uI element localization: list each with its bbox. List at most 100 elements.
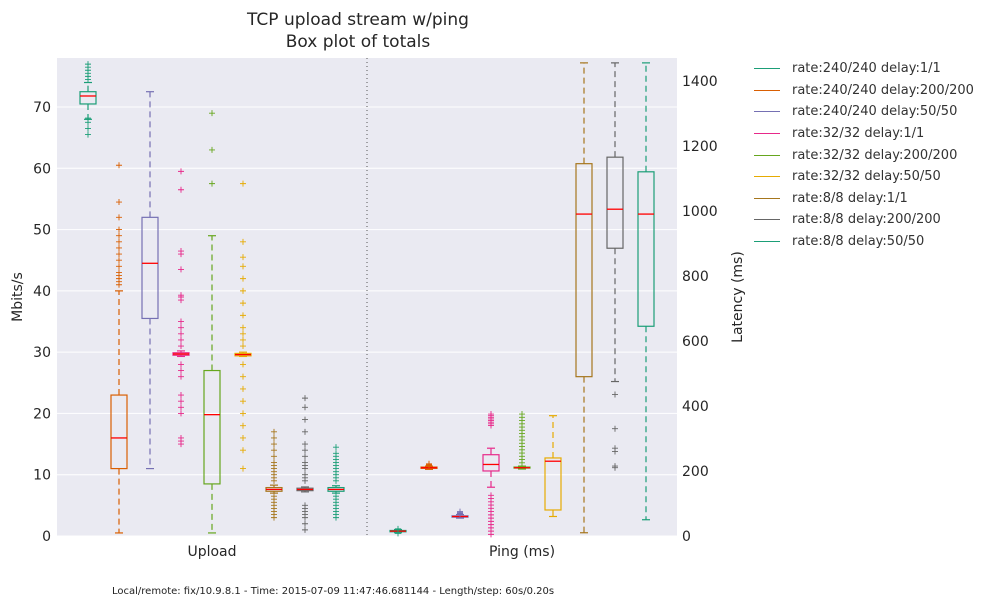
chart-title: TCP upload stream w/ping <box>246 10 469 30</box>
outlier-marker <box>271 441 277 448</box>
outlier-marker <box>302 520 308 527</box>
outlier-marker <box>116 162 122 169</box>
footer-info: Local/remote: fix/10.9.8.1 - Time: 2015-… <box>112 586 555 597</box>
outlier-marker <box>178 330 184 337</box>
outlier-marker <box>178 361 184 368</box>
outlier-marker <box>178 292 184 299</box>
outlier-marker <box>240 385 246 392</box>
right-tick-label: 1200 <box>682 139 718 155</box>
outlier-marker <box>240 361 246 368</box>
left-tick-label: 70 <box>33 100 51 116</box>
outlier-marker <box>240 434 246 441</box>
ping-box <box>575 62 593 534</box>
outlier-marker <box>240 275 246 282</box>
legend-item: rate:240/240 delay:200/200 <box>750 80 974 102</box>
left-tick-label: 50 <box>33 223 51 239</box>
outlier-marker <box>209 146 215 153</box>
outlier-marker <box>209 180 215 187</box>
outlier-marker <box>85 131 91 138</box>
legend-item: rate:32/32 delay:1/1 <box>750 123 974 145</box>
outlier-marker <box>488 411 494 418</box>
ping-box <box>544 415 562 518</box>
outlier-marker <box>240 312 246 319</box>
legend-item: rate:240/240 delay:50/50 <box>750 101 974 123</box>
box-iqr <box>575 163 593 378</box>
outlier-marker <box>240 373 246 380</box>
legend-swatch <box>754 219 780 221</box>
outlier-marker <box>271 447 277 454</box>
outlier-marker <box>116 214 122 221</box>
upload-box <box>203 110 221 534</box>
box-iqr <box>110 394 128 470</box>
outlier-marker <box>240 330 246 337</box>
outlier-marker <box>178 186 184 193</box>
outlier-marker <box>271 459 277 466</box>
outlier-marker <box>85 125 91 132</box>
outlier-marker <box>240 447 246 454</box>
outlier-marker <box>302 471 308 478</box>
outlier-marker <box>178 248 184 255</box>
outlier-marker <box>240 324 246 331</box>
outlier-marker <box>240 300 246 307</box>
left-axis-label: Mbits/s <box>10 272 26 322</box>
outlier-marker <box>116 244 122 251</box>
ping-box <box>606 62 624 471</box>
outlier-marker <box>178 392 184 399</box>
outlier-marker <box>178 324 184 331</box>
outlier-marker <box>395 525 401 532</box>
outlier-marker <box>178 434 184 441</box>
outlier-marker <box>178 404 184 411</box>
ping-box <box>637 62 655 521</box>
box-iqr <box>141 216 159 320</box>
upload-box <box>141 91 159 470</box>
outlier-marker <box>116 263 122 270</box>
outlier-marker <box>457 508 463 515</box>
outlier-marker <box>240 398 246 405</box>
outlier-marker <box>271 428 277 435</box>
legend-label: rate:32/32 delay:200/200 <box>792 147 958 163</box>
legend-label: rate:32/32 delay:1/1 <box>792 126 925 142</box>
chart-subtitle: Box plot of totals <box>286 32 431 52</box>
legend-label: rate:8/8 delay:1/1 <box>792 190 908 206</box>
right-tick-label: 1400 <box>682 74 718 90</box>
outlier-marker <box>178 266 184 273</box>
right-tick-label: 1000 <box>682 204 718 220</box>
outlier-marker <box>426 460 432 467</box>
ping-box <box>389 525 407 537</box>
legend-label: rate:240/240 delay:200/200 <box>792 82 974 98</box>
right-tick-label: 800 <box>682 269 709 285</box>
outlier-marker <box>302 404 308 411</box>
left-tick-label: 20 <box>33 406 51 422</box>
outlier-marker <box>302 447 308 454</box>
left-tick-label: 30 <box>33 345 51 361</box>
left-tick-label: 10 <box>33 468 51 484</box>
outlier-marker <box>612 391 618 398</box>
legend-item: rate:240/240 delay:1/1 <box>750 58 974 80</box>
outlier-marker <box>178 410 184 417</box>
outlier-marker <box>302 502 308 509</box>
outlier-marker <box>240 263 246 270</box>
legend-swatch <box>754 111 780 113</box>
right-tick-label: 600 <box>682 334 709 350</box>
outlier-marker <box>333 493 339 500</box>
outlier-marker <box>240 287 246 294</box>
legend-item: rate:8/8 delay:200/200 <box>750 209 974 231</box>
legend-swatch <box>754 154 780 156</box>
outlier-marker <box>519 411 525 418</box>
outlier-marker <box>116 269 122 276</box>
ping-box <box>420 460 438 470</box>
outlier-marker <box>178 367 184 374</box>
outlier-marker <box>302 441 308 448</box>
chart-legend: rate:240/240 delay:1/1 rate:240/240 delay… <box>750 58 974 252</box>
outlier-marker <box>240 238 246 245</box>
right-tick-label: 200 <box>682 464 709 480</box>
ping-box <box>451 508 469 519</box>
outlier-marker <box>271 434 277 441</box>
group-label-ping: Ping (ms) <box>489 544 555 560</box>
right-tick-label: 400 <box>682 399 709 415</box>
outlier-marker <box>178 318 184 325</box>
outlier-marker <box>302 526 308 533</box>
upload-box <box>327 444 345 521</box>
outlier-marker <box>271 493 277 500</box>
